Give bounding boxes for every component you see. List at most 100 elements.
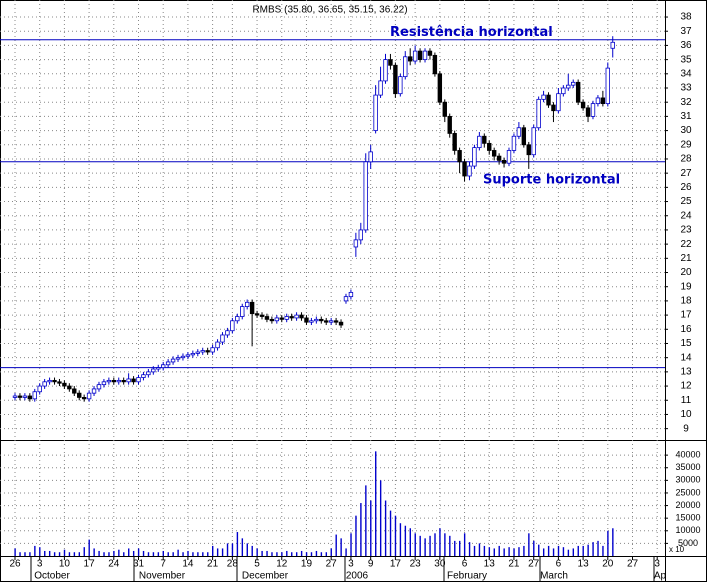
candle-body (580, 101, 586, 109)
candle-body (398, 76, 403, 95)
candle-body (190, 353, 196, 356)
volume-bar (295, 552, 298, 556)
candle-body (575, 81, 581, 103)
volume-bar (128, 548, 130, 556)
volume-bar (226, 543, 229, 556)
candle-body (17, 395, 23, 398)
candle-body (314, 318, 319, 322)
x-tick-label: 6 (462, 559, 468, 570)
candle-body (422, 50, 428, 61)
volume-bar (118, 549, 120, 556)
volume-bar (602, 545, 604, 556)
candle-body (324, 320, 329, 323)
volume-bar (414, 533, 416, 556)
candle-body (304, 317, 309, 323)
volume-bar (251, 545, 253, 556)
volume-bar (83, 547, 85, 556)
volume-bar (231, 543, 234, 556)
y-tick-label: 13 (680, 367, 692, 378)
candle-body (57, 381, 62, 384)
candle-body (511, 135, 517, 151)
volume-bar (577, 545, 579, 556)
candle-body (496, 155, 502, 161)
candle-body (491, 150, 497, 157)
candle-body (373, 94, 378, 131)
volume-bar (449, 535, 451, 556)
volume-bar (182, 552, 184, 556)
volume-bar (207, 552, 209, 556)
y2-tick-label: 35000 (675, 462, 700, 472)
candle-body (12, 395, 18, 398)
candle-body (52, 379, 57, 383)
volume-bar (597, 540, 599, 556)
x-tick-label: 24 (108, 559, 120, 570)
y2-tick-label: 10000 (675, 525, 700, 535)
volume-bar (256, 548, 258, 556)
volume-bar (300, 550, 303, 556)
candle-body (585, 107, 591, 117)
candle-body (81, 397, 87, 400)
candle-body (240, 306, 245, 317)
candle-body (37, 385, 42, 393)
volume-bar (212, 545, 214, 556)
volume-bar (419, 535, 421, 556)
volume-bar (142, 550, 145, 556)
volume-bar (473, 545, 476, 556)
candle-body (412, 50, 418, 62)
volume-bar (108, 552, 110, 556)
candle-body (546, 94, 551, 106)
candle-body (521, 127, 527, 146)
candle-body (200, 350, 205, 353)
candle-body (146, 371, 151, 376)
y-tick-label: 19 (680, 281, 692, 292)
candle-body (121, 379, 126, 383)
volume-bar (34, 545, 36, 556)
y-tick-label: 30 (680, 125, 692, 136)
x-tick-label: 26 (9, 559, 21, 570)
volume-bar (88, 539, 90, 556)
x-tick-label: 27 (528, 559, 540, 570)
candle-body (472, 147, 477, 167)
chart-title: RMBS (35.80, 36.65, 35.15, 36.22) (252, 5, 407, 16)
month-label: 2006 (346, 571, 369, 582)
candle-body (319, 318, 324, 322)
candle-body (284, 316, 289, 320)
candle-body (368, 151, 373, 163)
volume-bar (192, 552, 194, 556)
candle-body (299, 314, 304, 319)
volume-bar (123, 552, 125, 556)
candle-body (571, 81, 576, 86)
y2-tick-label: 40000 (675, 450, 700, 460)
candle-body (230, 320, 235, 332)
y-tick-label: 23 (680, 225, 692, 236)
y-tick-label: 31 (680, 111, 692, 122)
y2-tick-label: 15000 (675, 513, 700, 523)
volume-bar (221, 548, 224, 556)
volume-bar (78, 552, 81, 556)
volume-bar (177, 549, 179, 556)
volume-bar (439, 528, 441, 556)
volume-bar (612, 528, 614, 556)
candle-body (590, 103, 596, 117)
x-tick-label: 17 (84, 559, 96, 570)
x-tick-label: 30 (434, 559, 446, 570)
candle-body (42, 381, 47, 387)
volume-bar (434, 533, 436, 556)
volume-bar (542, 548, 545, 556)
candle-body (407, 56, 413, 62)
candle-body (403, 56, 408, 78)
candle-body (383, 59, 388, 82)
month-label: October (34, 571, 70, 582)
x-tick-label: 31 (133, 559, 145, 570)
y2-tick-label: 20000 (675, 500, 700, 510)
volume-bar (533, 540, 535, 556)
candle-body (309, 320, 314, 323)
candle-body (244, 301, 250, 307)
candle-body (482, 135, 487, 144)
volume-bar (137, 548, 140, 556)
candle-body (432, 54, 438, 75)
candle-body (215, 341, 220, 349)
x-tick-label: 5 (254, 559, 260, 570)
candle-body (595, 97, 601, 105)
volume-bar (93, 548, 95, 556)
